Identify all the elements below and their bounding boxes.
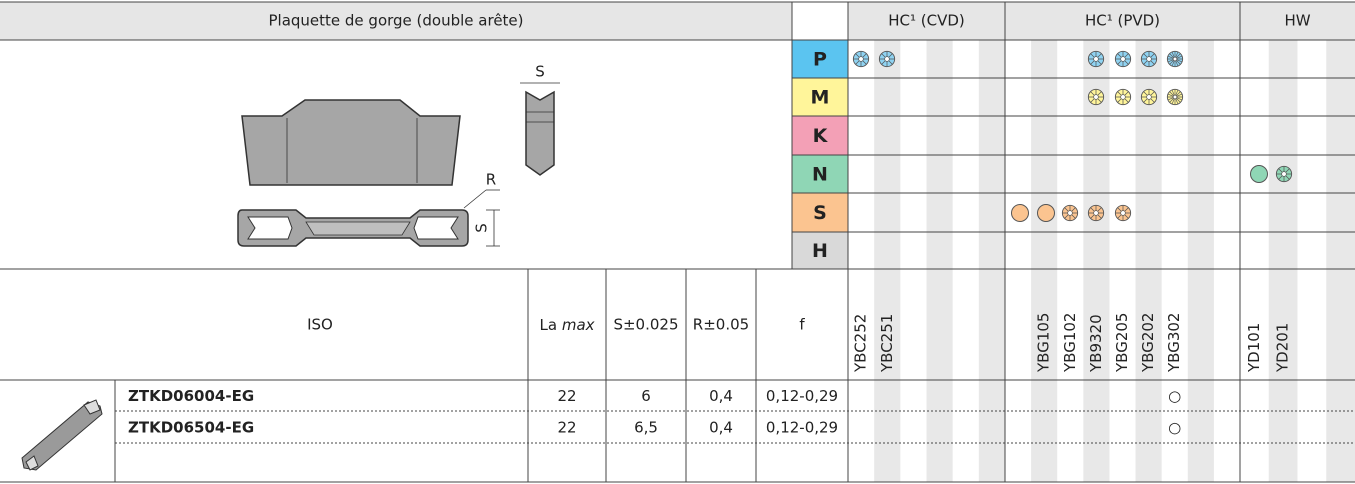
material-letter: K	[813, 125, 829, 147]
grade-mark: ○	[1168, 387, 1181, 405]
feed-f: 0,12-0,29	[766, 387, 838, 405]
col-header-part: max	[562, 316, 595, 334]
insert-thumbnail	[21, 399, 103, 471]
column-stripe	[1031, 40, 1058, 482]
column-stripe	[1268, 40, 1298, 482]
col-header: S±0.025	[613, 316, 678, 334]
column-stripe	[1326, 40, 1355, 482]
radius-r: 0,4	[709, 419, 733, 437]
backgrounds	[0, 2, 1355, 269]
mat-k	[792, 116, 848, 155]
mat-s	[792, 193, 848, 232]
grade-label: YB9320	[1087, 314, 1105, 373]
grade-label: YBC251	[878, 314, 896, 373]
col-header-part: La	[539, 316, 557, 334]
grade-label: YBG205	[1113, 313, 1131, 373]
grade-label: YBG102	[1061, 313, 1079, 373]
radius-r: 0,4	[709, 387, 733, 405]
material-letter: P	[813, 49, 827, 71]
grade-label: YD201	[1274, 323, 1292, 373]
grade-mark: ○	[1168, 419, 1181, 437]
feed-f: 0,12-0,29	[766, 419, 838, 437]
column-stripe	[926, 40, 953, 482]
column-stripe	[1083, 40, 1110, 482]
grade-label: YBG302	[1165, 313, 1183, 373]
column-stripe	[874, 40, 901, 482]
iso-code: ZTKD06504-EG	[128, 419, 254, 437]
group-header: HC¹ (PVD)	[1085, 12, 1160, 30]
col-header: ISO	[307, 316, 333, 334]
col-header: La max	[539, 316, 594, 334]
column-stripe	[978, 40, 1005, 482]
grade-label: YD101	[1245, 323, 1263, 373]
size-s: 6,5	[634, 419, 658, 437]
grade-label: YBC252	[852, 314, 870, 373]
material-letter: M	[811, 87, 830, 109]
la-max: 22	[557, 419, 576, 437]
col-header: f	[799, 316, 805, 334]
col-header: R±0.05	[693, 316, 749, 334]
header-band	[0, 2, 1355, 40]
group-header: HC¹ (CVD)	[888, 12, 965, 30]
table-title: Plaquette de gorge (double arête)	[268, 12, 523, 30]
dim-label: S	[473, 223, 491, 233]
mat-m	[792, 78, 848, 116]
la-max: 22	[557, 387, 576, 405]
mat-h	[792, 232, 848, 269]
grade-icons	[852, 50, 1293, 222]
insert-drawing	[237, 82, 560, 247]
material-letter: S	[813, 202, 827, 224]
grade-label: YBG105	[1035, 313, 1053, 373]
material-letter: H	[812, 240, 828, 262]
mat-p	[792, 40, 848, 78]
column-stripes	[874, 40, 1355, 482]
column-stripe	[1187, 40, 1214, 482]
grade-label: YBG202	[1139, 313, 1157, 373]
mat-n	[792, 155, 848, 193]
material-letter: N	[812, 164, 828, 186]
header-gap	[792, 2, 848, 40]
iso-code: ZTKD06004-EG	[128, 387, 254, 405]
column-stripe	[1135, 40, 1162, 482]
group-header: HW	[1284, 12, 1310, 30]
dim-label: S	[535, 63, 545, 81]
size-s: 6	[641, 387, 651, 405]
dim-label: R	[486, 171, 496, 189]
